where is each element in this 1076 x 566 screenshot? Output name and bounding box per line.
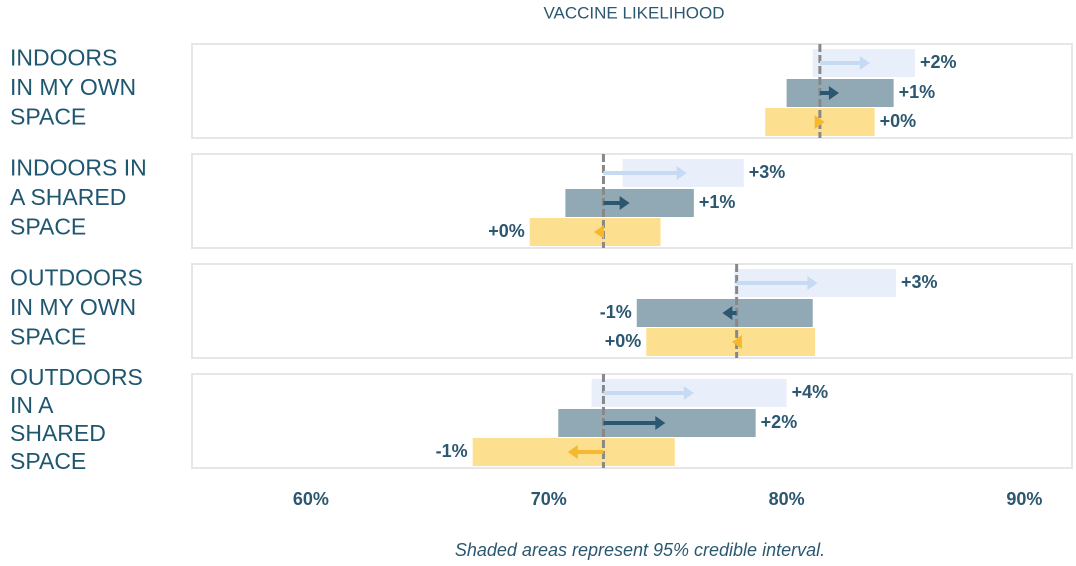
arrow-head bbox=[828, 86, 839, 100]
arrow-head bbox=[619, 196, 630, 210]
value-label: +0% bbox=[880, 111, 917, 131]
value-label: +1% bbox=[899, 82, 936, 102]
category-label: SPACE bbox=[10, 104, 86, 130]
arrow-head bbox=[567, 445, 578, 459]
value-label: -1% bbox=[600, 302, 632, 322]
x-tick-label: 60% bbox=[293, 489, 329, 509]
arrow-head bbox=[593, 225, 604, 239]
chart-title: VACCINE LIKELIHOOD bbox=[543, 3, 724, 22]
category-label: IN MY OWN bbox=[10, 74, 136, 100]
arrow-head bbox=[731, 335, 742, 349]
value-label: +1% bbox=[699, 192, 736, 212]
value-label: +0% bbox=[488, 221, 525, 241]
arrow-head bbox=[676, 166, 687, 180]
arrow-head bbox=[722, 306, 733, 320]
interval-bar bbox=[646, 328, 816, 356]
arrow-head bbox=[655, 416, 666, 430]
category-label: INDOORS bbox=[10, 45, 117, 71]
value-label: +0% bbox=[605, 331, 642, 351]
value-label: +2% bbox=[920, 52, 957, 72]
category-label: SPACE bbox=[10, 214, 86, 240]
category-label: OUTDOORS bbox=[10, 265, 143, 291]
arrow-head bbox=[683, 386, 694, 400]
value-label: +3% bbox=[749, 162, 786, 182]
arrow-head bbox=[814, 115, 825, 129]
category-label: INDOORS IN bbox=[10, 155, 147, 181]
category-label: IN MY OWN bbox=[10, 294, 136, 320]
arrow-head bbox=[807, 276, 818, 290]
category-label: A SHARED bbox=[10, 184, 126, 210]
value-label: +4% bbox=[792, 382, 829, 402]
category-label: OUTDOORS bbox=[10, 364, 143, 390]
interval-bar bbox=[786, 79, 894, 107]
panel bbox=[191, 263, 1073, 359]
x-tick-label: 70% bbox=[531, 489, 567, 509]
category-label: SHARED bbox=[10, 420, 106, 446]
value-label: +2% bbox=[761, 412, 798, 432]
arrow-head bbox=[859, 56, 870, 70]
footnote: Shaded areas represent 95% credible inte… bbox=[455, 540, 825, 560]
category-label: SPACE bbox=[10, 324, 86, 350]
category-label: IN A bbox=[10, 392, 54, 418]
value-label: -1% bbox=[436, 441, 468, 461]
category-label: SPACE bbox=[10, 448, 86, 474]
value-label: +3% bbox=[901, 272, 938, 292]
x-tick-label: 90% bbox=[1006, 489, 1042, 509]
panel bbox=[191, 43, 1073, 139]
x-tick-label: 80% bbox=[769, 489, 805, 509]
